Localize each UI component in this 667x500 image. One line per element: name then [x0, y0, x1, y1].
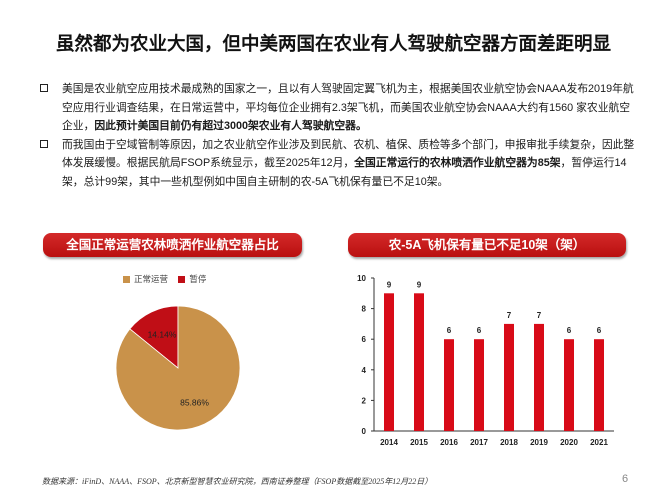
- bullet-item: 而我国由于空域管制等原因，加之农业航空作业涉及到民航、农机、植保、质检等多个部门…: [40, 136, 640, 192]
- bullet-item: 美国是农业航空应用技术最成熟的国家之一，且以有人驾驶固定翼飞机为主，根据美国农业…: [40, 80, 640, 136]
- x-tick-label: 2018: [500, 438, 518, 447]
- source-footnote: 数据来源：iFinD、NAAA、FSOP、北京新型智慧农业研究院，西南证券整理（…: [42, 477, 433, 486]
- bar: [414, 293, 424, 431]
- square-bullet-icon: [40, 139, 48, 148]
- pie-legend: 正常运营 暂停: [123, 273, 214, 285]
- bar: [594, 339, 604, 431]
- bar-value-label: 6: [567, 326, 572, 335]
- bullet-highlight: 因此预计美国目前仍有超过3000架农业有人驾驶航空器。: [94, 120, 367, 132]
- square-bullet-icon: [40, 84, 48, 92]
- bullet-text: 美国是农业航空应用技术最成熟的国家之一，且以有人驾驶固定翼飞机为主，根据美国农业…: [62, 83, 634, 132]
- page-title: 虽然都为农业大国，但中美两国在农业有人驾驶航空器方面差距明显: [55, 33, 611, 54]
- bar: [504, 323, 514, 431]
- x-tick-label: 2021: [590, 438, 608, 447]
- bullet-highlight: 全国正常运行的农林喷洒作业航空器为85架: [354, 157, 561, 169]
- bullet-text-after: ，暂停运行14架，总计99架，其中一些机型例如中国自主研制的农-5A飞机保有量已…: [62, 157, 627, 188]
- pie-label-paused: 14.14%: [148, 329, 177, 339]
- legend-swatch: [178, 276, 186, 284]
- legend-swatch: [123, 276, 130, 284]
- y-tick-label: 10: [357, 274, 366, 283]
- bar: [384, 293, 394, 431]
- y-tick-label: 4: [362, 366, 367, 375]
- bar: [444, 339, 454, 431]
- pie-slice-normal: [115, 305, 241, 431]
- legend-item-normal: 正常运营: [123, 273, 168, 285]
- bar: [474, 339, 484, 431]
- bar: [534, 323, 544, 431]
- y-tick-label: 0: [362, 427, 367, 436]
- legend-label: 正常运营: [134, 274, 169, 284]
- x-tick-label: 2016: [440, 438, 458, 447]
- x-tick-label: 2015: [410, 438, 428, 447]
- y-tick-label: 8: [362, 305, 367, 314]
- x-tick-label: 2019: [530, 438, 548, 447]
- bar-value-label: 7: [507, 311, 512, 320]
- pie-chart-title: 全国正常运营农林喷洒作业航空器占比: [43, 233, 302, 257]
- x-tick-label: 2014: [380, 438, 398, 447]
- bar-value-label: 6: [477, 326, 482, 335]
- bar-value-label: 7: [537, 311, 542, 320]
- page-number: 6: [622, 473, 629, 485]
- legend-label: 暂停: [189, 274, 207, 284]
- pie-slice-paused: [129, 305, 179, 369]
- bar-value-label: 9: [417, 280, 422, 289]
- y-tick-label: 2: [362, 396, 367, 405]
- x-tick-label: 2020: [560, 438, 578, 447]
- bar-value-label: 6: [447, 326, 452, 335]
- pie-label-normal: 85.86%: [180, 398, 209, 408]
- bullet-text: 而我国由于空域管制等原因，加之农业航空作业涉及到民航、农机、植保、质检等多个部门…: [62, 138, 635, 170]
- y-tick-label: 6: [362, 335, 367, 344]
- legend-item-paused: 暂停: [178, 273, 206, 285]
- bullet-list: 美国是农业航空应用技术最成熟的国家之一，且以有人驾驶固定翼飞机为主，根据美国农业…: [40, 80, 640, 191]
- bar-chart-title: 农-5A飞机保有量已不足10架（架）: [348, 233, 626, 257]
- x-tick-label: 2017: [470, 438, 488, 447]
- bar-value-label: 6: [597, 326, 602, 335]
- bar: [564, 339, 574, 431]
- bar-value-label: 9: [387, 280, 392, 289]
